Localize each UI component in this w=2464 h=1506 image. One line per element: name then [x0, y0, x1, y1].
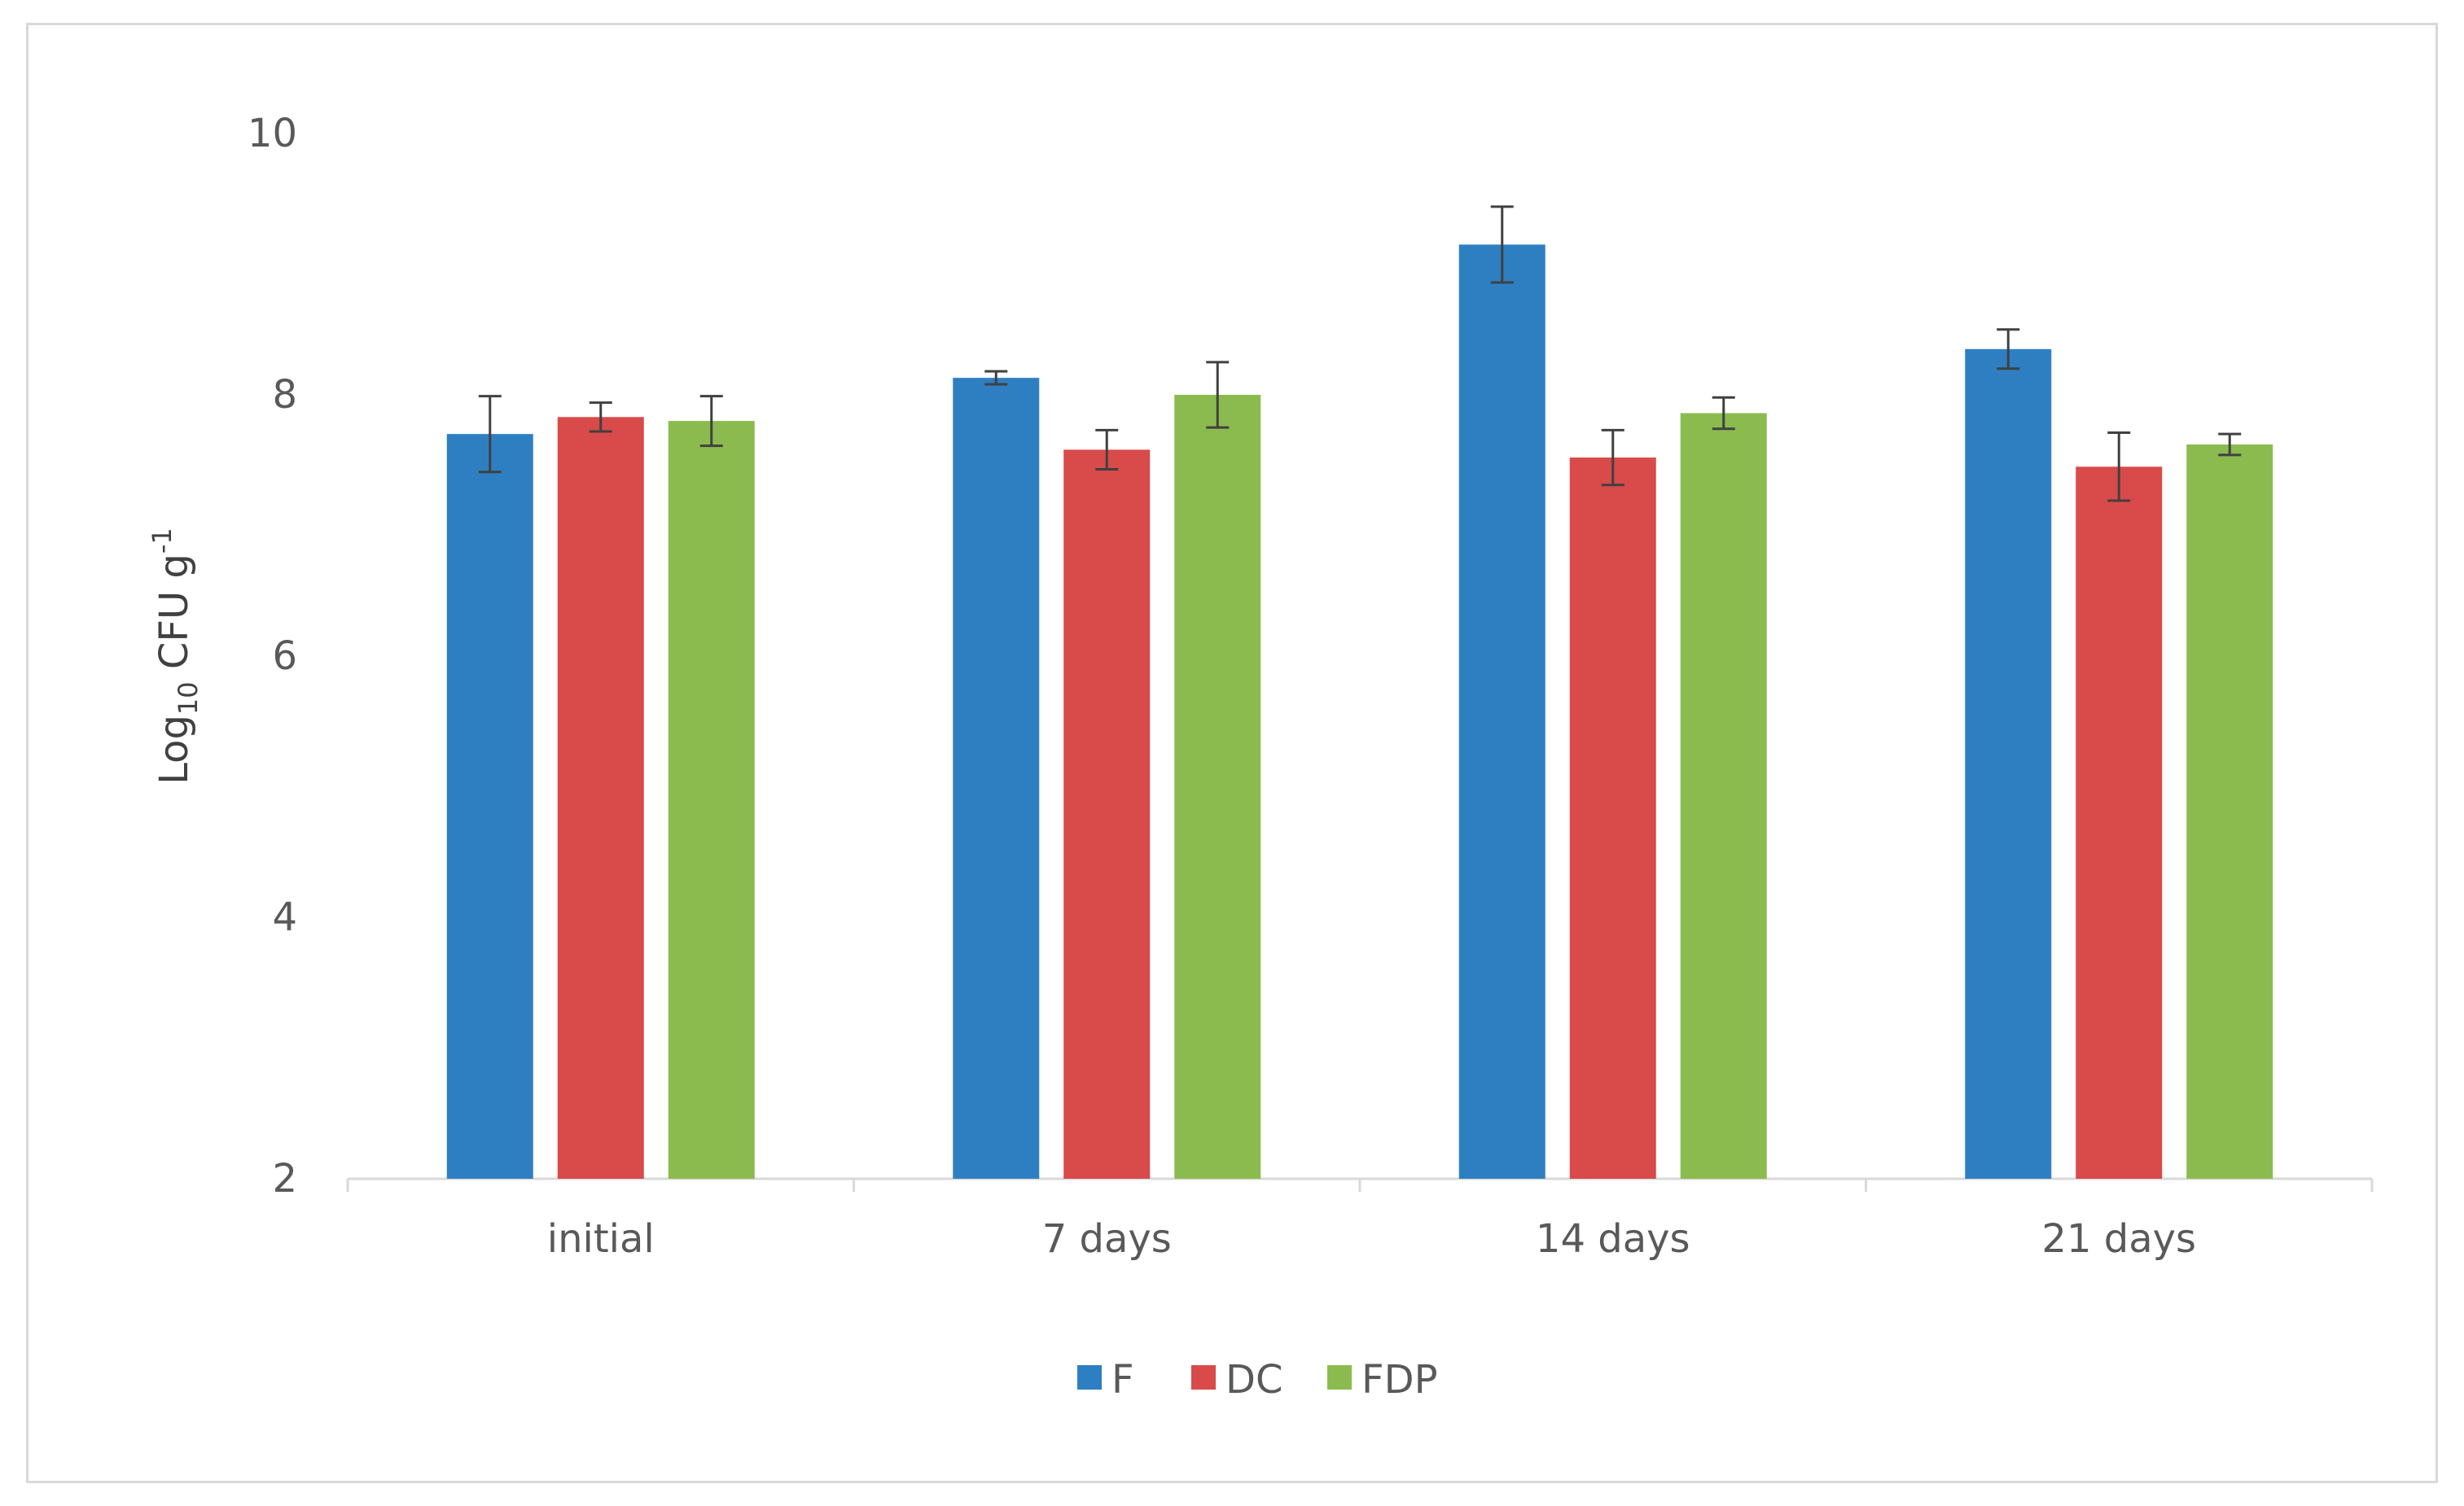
bar-fdp: [1680, 413, 1767, 1180]
bar-f: [953, 378, 1040, 1179]
bar-dc: [1063, 449, 1151, 1179]
bar-f: [1458, 244, 1545, 1179]
x-tick-label: initial: [547, 1216, 655, 1262]
legend-label-dc: DC: [1225, 1357, 1282, 1403]
bar-fdp: [1174, 395, 1261, 1179]
y-tick-label: 8: [272, 372, 297, 418]
y-tick-label: 10: [248, 111, 297, 156]
chart-frame: 2 4 6 8 10 initial 7 days 14 days 21 days Log10 C…: [26, 23, 2438, 1483]
y-tick-label: 6: [272, 633, 297, 679]
y-axis-label: Log10 CFU g-1: [147, 528, 204, 785]
bar-fdp: [2186, 444, 2273, 1179]
bar-f: [1965, 348, 2052, 1179]
bar-dc: [557, 417, 644, 1179]
legend-swatch-fdp: [1327, 1365, 1352, 1390]
legend-swatch-dc: [1191, 1365, 1216, 1390]
bar-chart: 2 4 6 8 10 initial 7 days 14 days 21 days Log10 C…: [147, 111, 2374, 1403]
bar-fdp: [668, 421, 755, 1179]
bar-f: [446, 434, 533, 1179]
bar-dc: [1569, 457, 1656, 1179]
x-tick-label: 7 days: [1042, 1216, 1172, 1262]
y-tick-label: 4: [272, 895, 297, 940]
legend-swatch-f: [1077, 1365, 1102, 1390]
x-tick-label: 21 days: [2041, 1216, 2196, 1262]
y-tick-label: 2: [272, 1156, 297, 1202]
legend-label-fdp: FDP: [1361, 1357, 1438, 1403]
x-tick-label: 14 days: [1536, 1216, 1690, 1262]
legend-label-f: F: [1111, 1357, 1134, 1403]
bar-dc: [2076, 466, 2163, 1179]
